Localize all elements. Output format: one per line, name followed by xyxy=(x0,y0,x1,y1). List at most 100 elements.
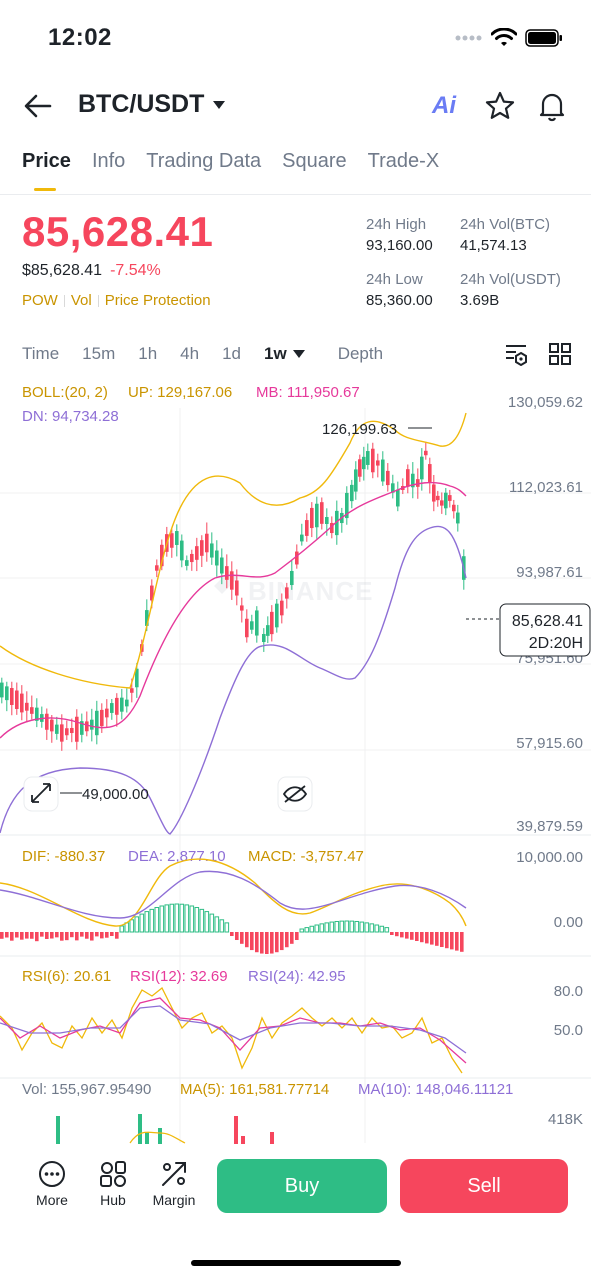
tab-info[interactable]: Info xyxy=(91,150,126,172)
candle xyxy=(25,702,29,711)
current-price-label: 85,628.41 xyxy=(512,613,583,630)
home-indicator xyxy=(191,1260,401,1266)
macd-bar xyxy=(420,932,424,943)
candle xyxy=(90,719,94,730)
candle xyxy=(80,721,84,735)
hub-button[interactable]: Hub xyxy=(85,1160,141,1208)
macd-value: MACD: -3,757.47 xyxy=(248,848,364,865)
candle xyxy=(424,450,428,456)
binance-watermark: BINANCE xyxy=(214,570,372,606)
macd-bar xyxy=(164,904,170,933)
tab-trade-x[interactable]: Trade-X xyxy=(367,150,440,172)
candle xyxy=(354,469,358,492)
macd-bar xyxy=(290,932,294,944)
macd-bar xyxy=(415,932,419,941)
macd-bar xyxy=(214,916,220,933)
tf-4h[interactable]: 4h xyxy=(180,344,200,363)
bell-icon[interactable] xyxy=(536,90,568,122)
candle xyxy=(366,451,370,465)
macd-bar xyxy=(425,932,429,944)
tf-1h[interactable]: 1h xyxy=(138,344,158,363)
candle xyxy=(230,571,234,590)
macd-bar xyxy=(445,932,449,949)
candle xyxy=(155,565,159,571)
chart-tools xyxy=(504,342,572,366)
star-icon[interactable] xyxy=(484,90,516,122)
boll-middle-line xyxy=(0,481,467,739)
tag-price-protection[interactable]: Price Protection xyxy=(104,292,211,309)
back-arrow-icon[interactable] xyxy=(22,90,54,122)
candle xyxy=(358,459,362,477)
macd-bar xyxy=(304,927,310,933)
tf-depth[interactable]: Depth xyxy=(337,344,384,363)
tag-pow[interactable]: POW xyxy=(22,292,58,309)
candle xyxy=(215,550,219,566)
pair-title: BTC/USDT xyxy=(78,90,205,118)
candle xyxy=(262,633,266,643)
macd-bar xyxy=(339,920,345,933)
candle xyxy=(10,688,14,705)
tab-bar: Price Info Trading Data Square Trade-X xyxy=(22,150,439,191)
volume-bars xyxy=(56,1114,274,1144)
buy-button[interactable]: Buy xyxy=(217,1159,387,1213)
candle xyxy=(396,489,400,507)
candle xyxy=(110,703,114,713)
hide-indicators-button[interactable] xyxy=(277,776,313,812)
stat-value: 41,574.13 xyxy=(460,237,527,254)
eye-off-icon xyxy=(282,785,308,803)
tab-trading-data[interactable]: Trading Data xyxy=(146,150,262,172)
ai-icon[interactable]: Ai xyxy=(432,92,456,119)
macd-bar xyxy=(95,932,99,937)
macd-bar xyxy=(369,923,375,933)
vol-ma5: MA(5): 161,581.77714 xyxy=(180,1081,329,1098)
tab-price[interactable]: Price xyxy=(22,150,71,191)
caret-down-icon xyxy=(213,100,226,109)
macd-bar xyxy=(255,932,259,953)
tf-15m[interactable]: 15m xyxy=(82,344,116,363)
volume-bar xyxy=(138,1114,142,1144)
stat-24h-low: 24h Low 85,360.00 xyxy=(366,271,433,309)
tf-1w[interactable]: 1w xyxy=(264,344,305,364)
macd-bar xyxy=(174,903,180,933)
pair-selector[interactable]: BTC/USDT xyxy=(78,90,226,119)
sell-button[interactable]: Sell xyxy=(400,1159,568,1213)
margin-button[interactable]: Margin xyxy=(146,1160,202,1208)
candle xyxy=(300,534,304,542)
macd-bar xyxy=(250,932,254,951)
grid-layout-icon[interactable] xyxy=(548,342,572,366)
tab-square[interactable]: Square xyxy=(282,150,347,172)
candle xyxy=(270,611,274,635)
boll-label: BOLL:(20, 2) xyxy=(22,384,108,401)
macd-bar xyxy=(440,932,444,947)
macd-bar xyxy=(224,922,230,933)
macd-bar xyxy=(329,921,335,933)
macd-axis-zero: 0.00 xyxy=(554,914,583,931)
expand-chart-button[interactable] xyxy=(23,776,59,812)
candle xyxy=(70,727,74,734)
tf-time[interactable]: Time xyxy=(22,344,60,363)
tf-1d[interactable]: 1d xyxy=(222,344,241,363)
status-icons xyxy=(455,28,563,48)
candle xyxy=(50,719,54,732)
macd-bar xyxy=(309,925,315,933)
candle xyxy=(440,500,444,506)
macd-bar xyxy=(324,922,330,933)
candle xyxy=(320,502,324,524)
macd-bar xyxy=(395,932,399,937)
more-button[interactable]: More xyxy=(24,1160,80,1208)
candle xyxy=(150,585,154,601)
indicator-settings-icon[interactable] xyxy=(504,342,528,366)
stat-24h-vol-usdt: 24h Vol(USDT) 3.69B xyxy=(460,271,561,309)
kline-chart[interactable]: BINANCE BOLL:(20, 2) UP: 129,167.06 MB: … xyxy=(0,378,591,1148)
price-axis-label: 93,987.61 xyxy=(516,564,583,581)
price-axis: 130,059.62 112,023.61 93,987.61 75,951.6… xyxy=(508,394,583,835)
macd-bar xyxy=(169,903,175,933)
tag-vol[interactable]: Vol xyxy=(70,292,92,309)
current-price-tag[interactable] xyxy=(499,603,591,657)
macd-bar xyxy=(204,911,210,933)
macd-bar xyxy=(134,916,140,933)
macd-bar xyxy=(35,932,39,942)
tag-divider xyxy=(63,294,65,307)
candle xyxy=(452,504,456,512)
more-label: More xyxy=(36,1192,68,1208)
